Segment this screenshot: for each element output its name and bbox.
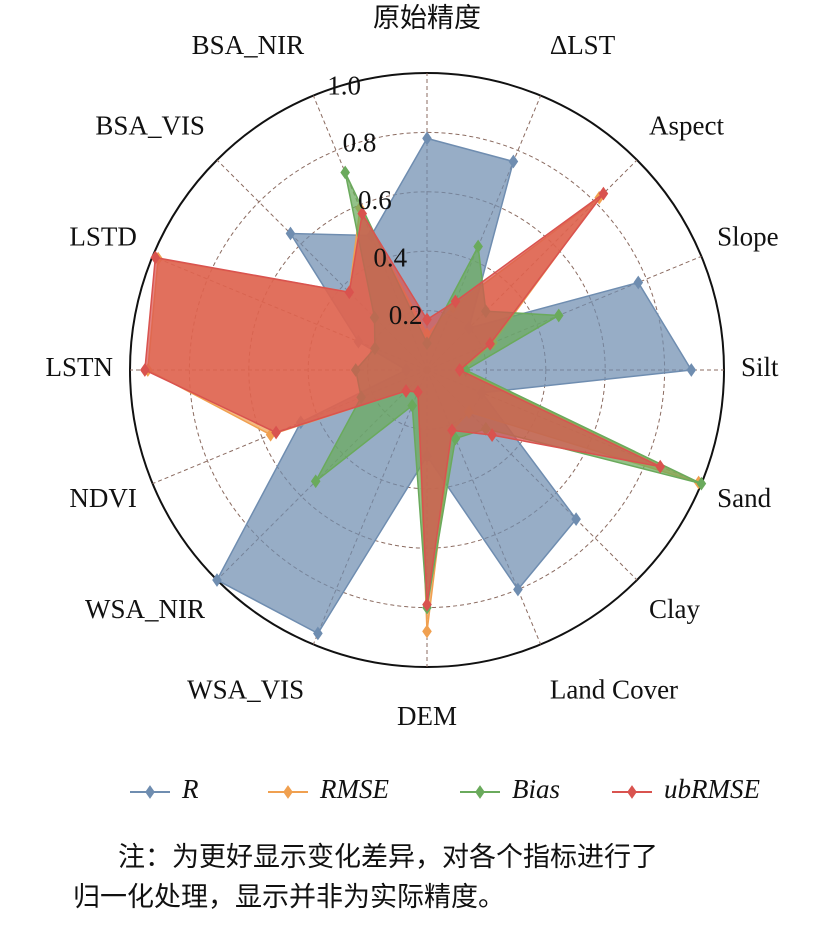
category-label: Slope xyxy=(717,221,779,251)
marker xyxy=(686,363,697,377)
category-label: NDVI xyxy=(69,483,136,513)
marker xyxy=(473,239,483,254)
marker xyxy=(413,385,423,399)
marker xyxy=(150,250,161,265)
marker xyxy=(454,363,465,377)
category-label: Aspect xyxy=(649,110,724,140)
category-label: Clay xyxy=(649,594,700,624)
marker xyxy=(407,398,418,413)
category-label: 原始精度 xyxy=(373,3,481,33)
legend-marker xyxy=(145,785,155,799)
marker xyxy=(450,431,461,446)
marker xyxy=(696,476,707,491)
marker xyxy=(212,573,222,587)
legend-label: R xyxy=(181,774,199,804)
marker xyxy=(310,474,321,489)
marker xyxy=(313,626,323,641)
category-label: LSTN xyxy=(46,352,114,382)
category-label: BSA_NIR xyxy=(192,30,305,60)
r-tick-label: 0.4 xyxy=(373,242,407,272)
marker xyxy=(422,624,432,639)
legend-marker xyxy=(283,785,293,799)
marker xyxy=(598,186,609,201)
marker xyxy=(513,582,523,597)
marker xyxy=(285,226,296,241)
marker xyxy=(450,294,461,309)
marker xyxy=(344,285,355,300)
marker xyxy=(571,512,581,526)
category-label: LSTD xyxy=(69,221,136,251)
marker xyxy=(422,597,432,612)
r-tick-label: 1.0 xyxy=(327,70,361,100)
marker xyxy=(633,275,644,290)
marker xyxy=(553,308,564,323)
legend-marker xyxy=(627,785,637,799)
series xyxy=(140,186,666,612)
marker xyxy=(401,384,411,398)
category-label: Sand xyxy=(717,483,772,513)
marker xyxy=(357,206,368,221)
r-tick-label: 0.6 xyxy=(358,185,392,215)
category-label: Land Cover xyxy=(550,675,678,705)
legend-marker xyxy=(475,785,485,799)
marker xyxy=(340,165,350,180)
category-label: Silt xyxy=(741,352,779,382)
legend-label: RMSE xyxy=(319,774,389,804)
legend-label: Bias xyxy=(512,774,560,804)
marker xyxy=(140,363,150,377)
marker xyxy=(422,312,432,327)
category-label: DEM xyxy=(397,701,457,731)
marker xyxy=(422,131,432,146)
marker xyxy=(271,425,281,440)
category-label: BSA_VIS xyxy=(95,110,205,140)
category-label: WSA_VIS xyxy=(187,675,304,705)
note-line: 注：为更好显示变化差异，对各个指标进行了 xyxy=(118,842,658,872)
marker xyxy=(655,459,666,474)
marker xyxy=(485,336,495,351)
marker xyxy=(487,428,497,442)
note-line: 归一化处理，显示并非为实际精度。 xyxy=(73,882,505,912)
r-tick-label: 0.8 xyxy=(343,128,377,158)
marker xyxy=(447,423,457,438)
category-label: ΔLST xyxy=(550,30,616,60)
r-tick-label: 0.2 xyxy=(389,300,423,330)
marker xyxy=(508,154,519,169)
category-label: WSA_NIR xyxy=(85,594,205,624)
legend-label: ubRMSE xyxy=(664,774,760,804)
